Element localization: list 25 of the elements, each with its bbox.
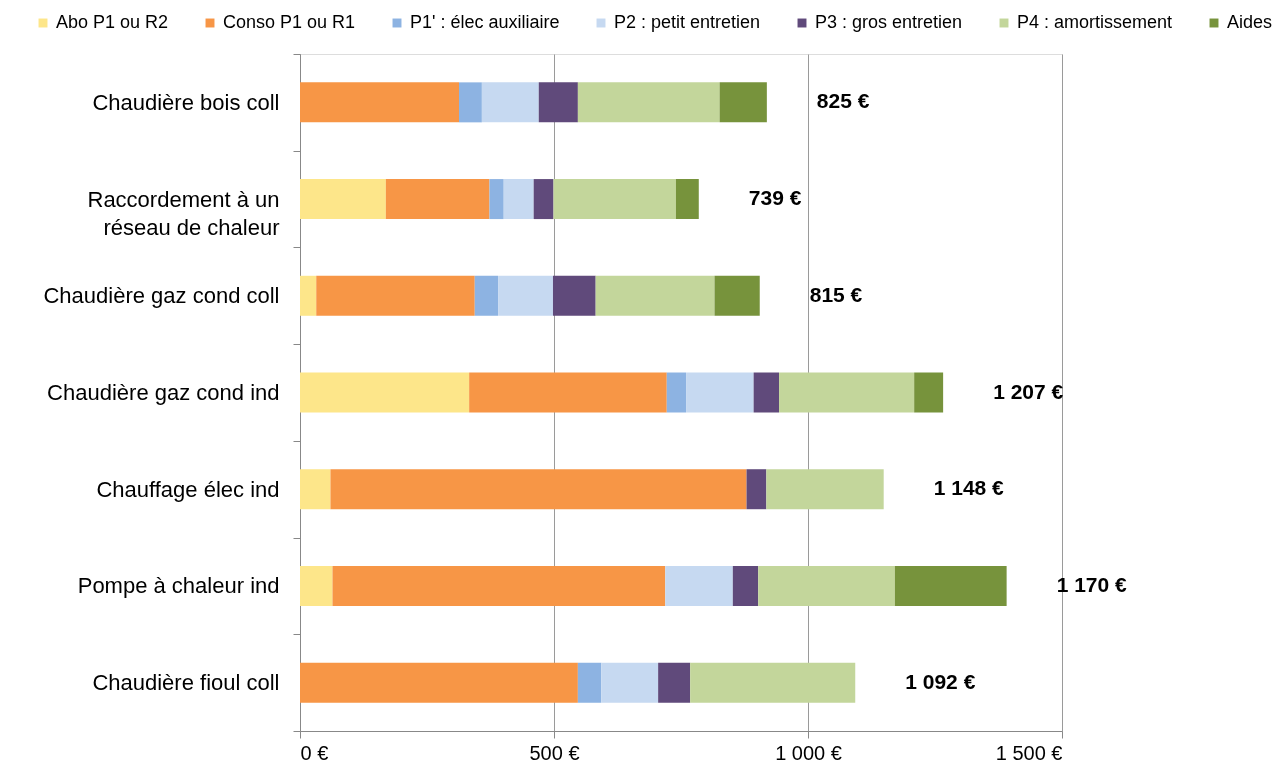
annotation: 1 092 € [905,669,976,693]
x-tick-label: 1 500 € [995,741,1063,764]
legend-label: P2 : petit entretien [614,12,761,32]
annotation: 815 € [809,282,863,306]
y-tick-label: Chauffage élec ind [96,476,280,502]
legend-label: Abo P1 ou R2 [56,12,169,32]
annotation: 1 207 € [993,379,1064,403]
x-tick-label: 0 € [300,741,329,764]
y-tick-label: Chaudière fioul coll [92,670,280,696]
annotation: 1 170 € [1056,572,1128,596]
x-tick-label: 1 000 € [775,741,842,764]
y-tick-label: Raccordement à un réseau de chaleur [87,186,280,240]
annotation: 825 € [816,89,870,113]
y-tick-label: Pompe à chaleur ind [77,573,280,599]
annotation: 1 148 € [933,476,1005,500]
y-tick-label: Chaudière gaz cond ind [47,380,280,405]
x-tick-label: 500 € [529,741,580,764]
y-tick-label: Chaudière bois coll [92,89,280,115]
y-tick-label: Chaudière gaz cond coll [43,283,280,309]
legend-label: P3 : gros entretien [815,12,963,32]
legend-label: Conso P1 ou R1 [223,12,356,32]
legend-label: P1' : élec auxiliaire [410,12,560,32]
annotation: 739 € [748,186,802,210]
legend-label: Aides [1227,12,1273,32]
legend-label: P4 : amortissement [1017,12,1173,32]
